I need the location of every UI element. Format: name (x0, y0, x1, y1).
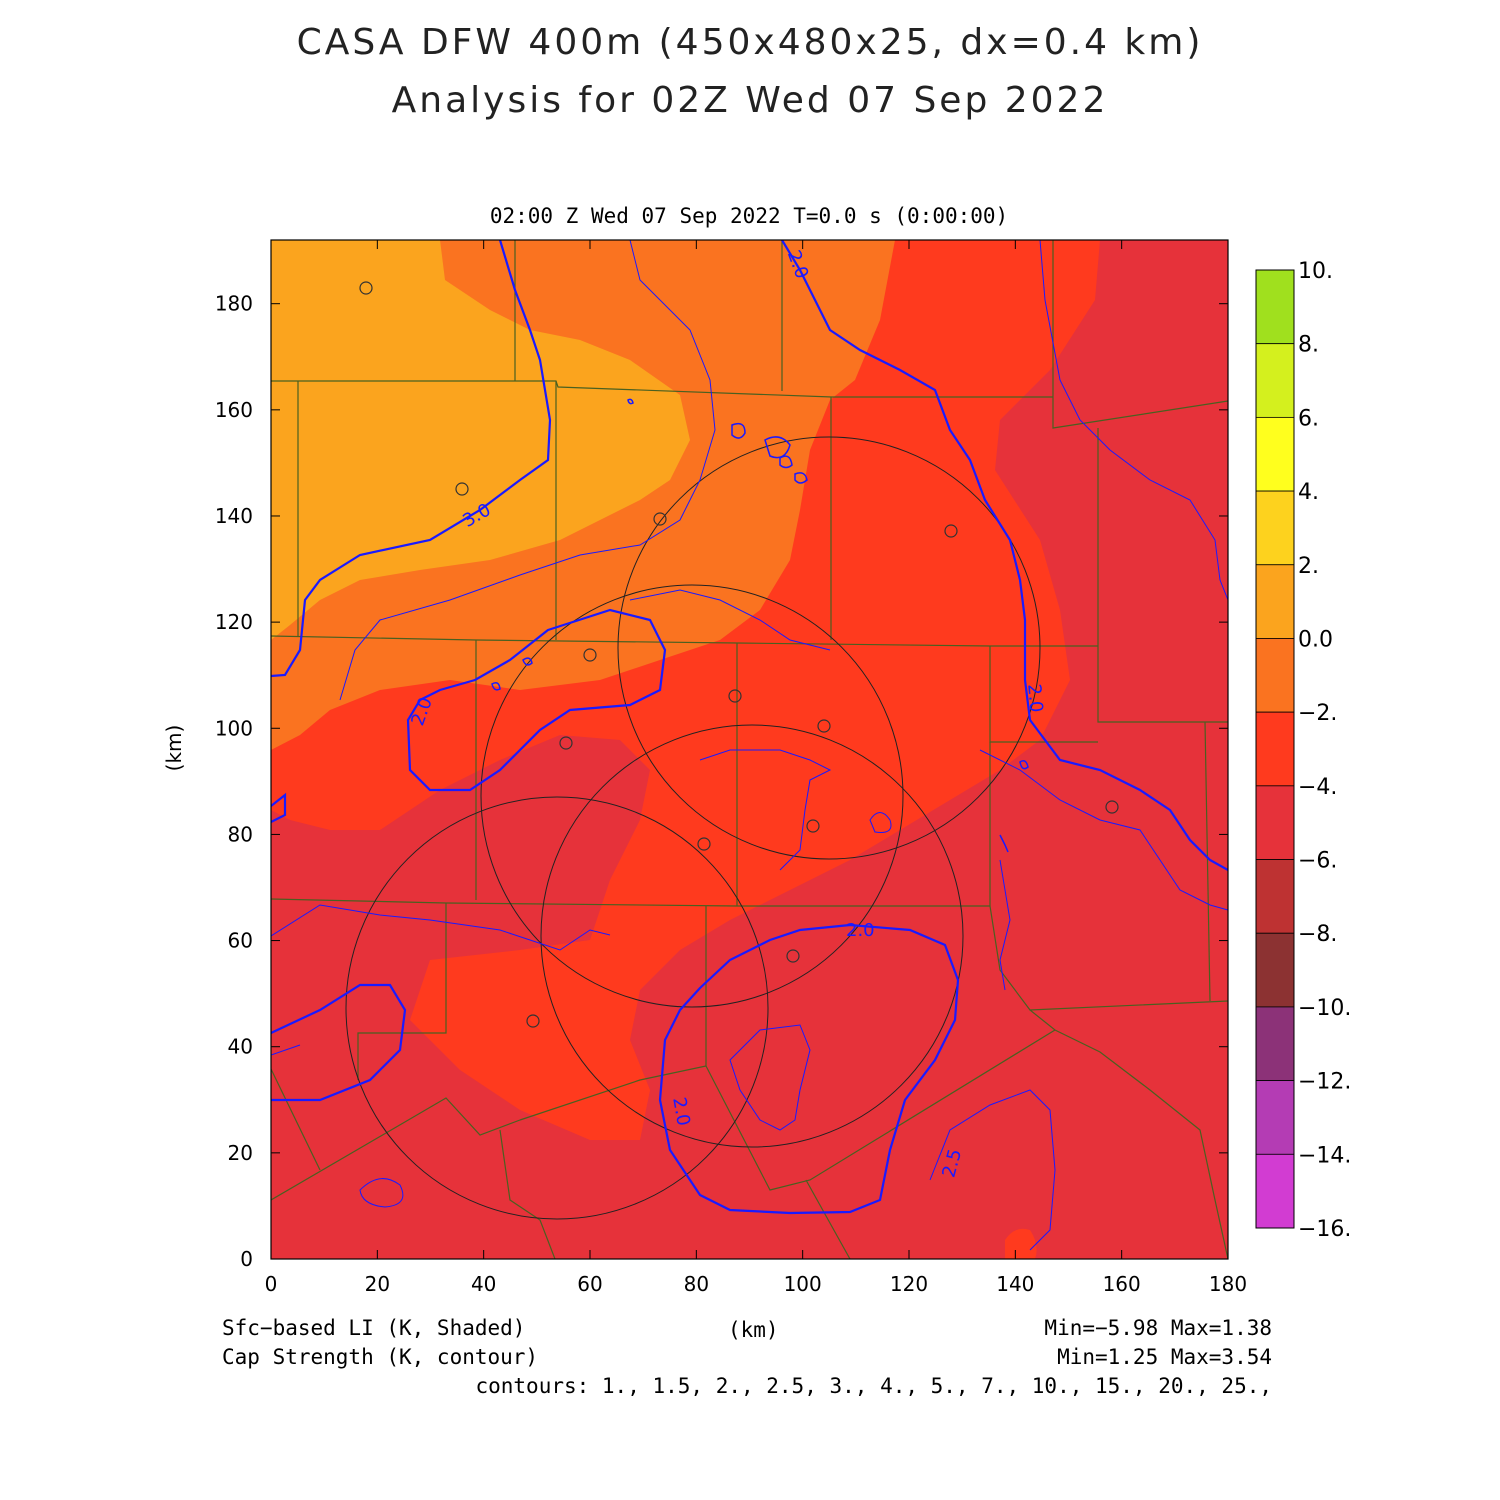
colorbar-label: −4. (1298, 775, 1337, 800)
y-axis-label: (km) (162, 725, 186, 772)
y-tick-label: 20 (228, 1141, 253, 1165)
map-subtitle: Analysis for 02Z Wed 07 Sep 2022 (391, 80, 1109, 121)
x-tick-label: 80 (684, 1272, 709, 1296)
county-borders (271, 240, 1228, 1259)
colorbar-frame (1255, 269, 1295, 1229)
shaded-field-caption: Sfc−based LI (K, Shaded) (222, 1316, 526, 1340)
y-tick-label: 140 (215, 504, 253, 528)
colorbar-swatch (1255, 269, 1295, 345)
contour-field-caption: Cap Strength (K, contour) (222, 1345, 539, 1369)
x-tick-label: 100 (784, 1272, 822, 1296)
colorbar-swatch (1255, 1080, 1295, 1155)
y-tick-label: 40 (228, 1035, 253, 1059)
x-tick-label: 180 (1209, 1272, 1247, 1296)
colorbar-label: 10. (1298, 259, 1333, 284)
contour-label: 2.0 (846, 920, 875, 941)
y-tick-label: 80 (228, 822, 253, 846)
y-tick-label: 0 (240, 1247, 253, 1271)
x-tick-label: 120 (890, 1272, 928, 1296)
axes: 0 20 40 60 80 100 120 140 160 180 0 20 40 60 80 100 120 1… (215, 240, 1247, 1296)
radar-ring (540, 724, 964, 1148)
x-tick-label: 40 (471, 1272, 496, 1296)
colorbar-label: −14. (1298, 1143, 1351, 1168)
li-region-2-0 (271, 240, 690, 640)
colorbar-label: 6. (1298, 406, 1319, 431)
shaded-range: Min=−5.98 Max=1.38 (1044, 1316, 1272, 1340)
colorbar-label: −12. (1298, 1070, 1351, 1095)
colorbar-label: 8. (1298, 333, 1319, 358)
y-tick-label: 100 (215, 716, 253, 740)
colorbar-swatch (1255, 785, 1295, 860)
x-tick-label: 160 (1103, 1272, 1141, 1296)
x-tick-label: 60 (577, 1272, 602, 1296)
y-tick-label: 160 (215, 398, 253, 422)
y-tick-label: 60 (228, 929, 253, 953)
li-shaded-field (271, 240, 1228, 1259)
colorbar-swatch (1255, 1153, 1295, 1229)
contour-levels: contours: 1., 1.5, 2., 2.5, 3., 4., 5., … (475, 1374, 1272, 1398)
radar-range-rings (345, 281, 1119, 1220)
radar-ring (617, 436, 1041, 860)
map-title: CASA DFW 400m (450x480x25, dx=0.4 km) (296, 22, 1204, 63)
colorbar: 10. 8. 6. 4. 2. 0.0 −2. −4. −6. −8. −10. −12. −14. −1… (1255, 259, 1351, 1242)
colorbar-label: −10. (1298, 996, 1351, 1021)
colorbar-label: −2. (1298, 701, 1337, 726)
y-tick-label: 120 (215, 610, 253, 634)
y-tick-label: 180 (215, 292, 253, 316)
colorbar-swatch (1255, 932, 1295, 1008)
colorbar-swatch (1255, 490, 1295, 566)
colorbar-label: −16. (1298, 1217, 1351, 1242)
colorbar-swatch (1255, 638, 1295, 713)
colorbar-swatch (1255, 711, 1295, 787)
colorbar-swatch (1255, 1006, 1295, 1082)
colorbar-swatch (1255, 416, 1295, 492)
x-tick-label: 20 (365, 1272, 390, 1296)
colorbar-label: −8. (1298, 922, 1337, 947)
x-tick-label: 0 (265, 1272, 278, 1296)
colorbar-swatch (1255, 343, 1295, 418)
site-markers (359, 281, 1119, 1028)
valid-time-label: 02:00 Z Wed 07 Sep 2022 T=0.0 s (0:00:00… (489, 204, 1009, 228)
colorbar-label: 0.0 (1298, 627, 1333, 652)
colorbar-swatch (1255, 859, 1295, 934)
radar-ring (480, 584, 904, 1008)
contour-label: 2.0 (1023, 683, 1046, 713)
plot-frame (270, 239, 1229, 1260)
cap-contours (271, 240, 1228, 1251)
radar-ring (345, 796, 769, 1220)
colorbar-label: −6. (1298, 849, 1337, 874)
x-axis-label: (km) (728, 1318, 779, 1342)
contour-range: Min=1.25 Max=3.54 (1057, 1345, 1272, 1369)
colorbar-label: 2. (1298, 554, 1319, 579)
contour-label: 2.0 (668, 1096, 694, 1128)
colorbar-swatch (1255, 564, 1295, 639)
colorbar-label: 4. (1298, 480, 1319, 505)
li-region-small-patch (1005, 1228, 1037, 1259)
x-tick-label: 140 (996, 1272, 1034, 1296)
